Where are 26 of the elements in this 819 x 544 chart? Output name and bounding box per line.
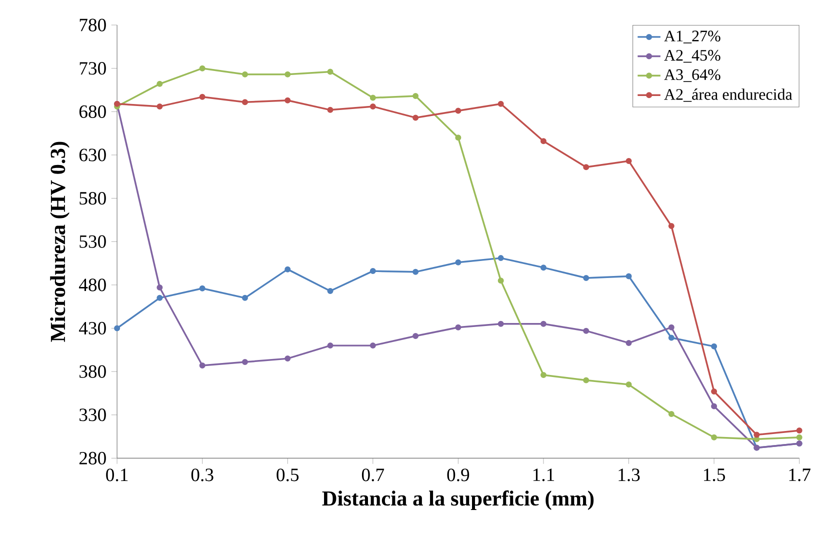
legend-label: A2_área endurecida bbox=[664, 88, 792, 102]
x-tick-label: 0.9 bbox=[447, 468, 470, 482]
x-tick-label: 1.7 bbox=[789, 468, 810, 482]
y-axis-title: Microdureza (HV 0.3) bbox=[50, 142, 70, 342]
x-tick-label: 0.1 bbox=[106, 468, 128, 482]
x-tick-label: 0.3 bbox=[191, 468, 214, 482]
y-tick-label: 280 bbox=[79, 452, 106, 464]
x-tick-label: 1.5 bbox=[704, 468, 725, 482]
legend-label: A2_45% bbox=[664, 50, 720, 63]
x-tick-label: 1.1 bbox=[533, 468, 554, 482]
y-tick-label: 430 bbox=[78, 322, 106, 334]
y-tick-label: 680 bbox=[79, 105, 106, 118]
y-tick-label: 480 bbox=[78, 278, 106, 292]
x-tick-label: 0.7 bbox=[362, 468, 384, 482]
y-tick-label: 630 bbox=[79, 148, 106, 162]
y-tick-label: 780 bbox=[80, 18, 106, 32]
x-tick-label: 0.5 bbox=[276, 468, 299, 482]
y-tick-label: 580 bbox=[80, 192, 106, 204]
y-tick-label: 380 bbox=[80, 365, 106, 378]
x-axis-title: Distancia a la superficie (mm) bbox=[322, 490, 594, 510]
y-tick-label: 730 bbox=[80, 62, 106, 75]
legend-label: A3_64% bbox=[664, 69, 720, 82]
x-tick-label: 1.3 bbox=[618, 468, 640, 482]
legend-label: A1_27% bbox=[664, 30, 720, 44]
y-tick-label: 330 bbox=[80, 408, 106, 422]
y-tick-label: 530 bbox=[80, 235, 106, 248]
